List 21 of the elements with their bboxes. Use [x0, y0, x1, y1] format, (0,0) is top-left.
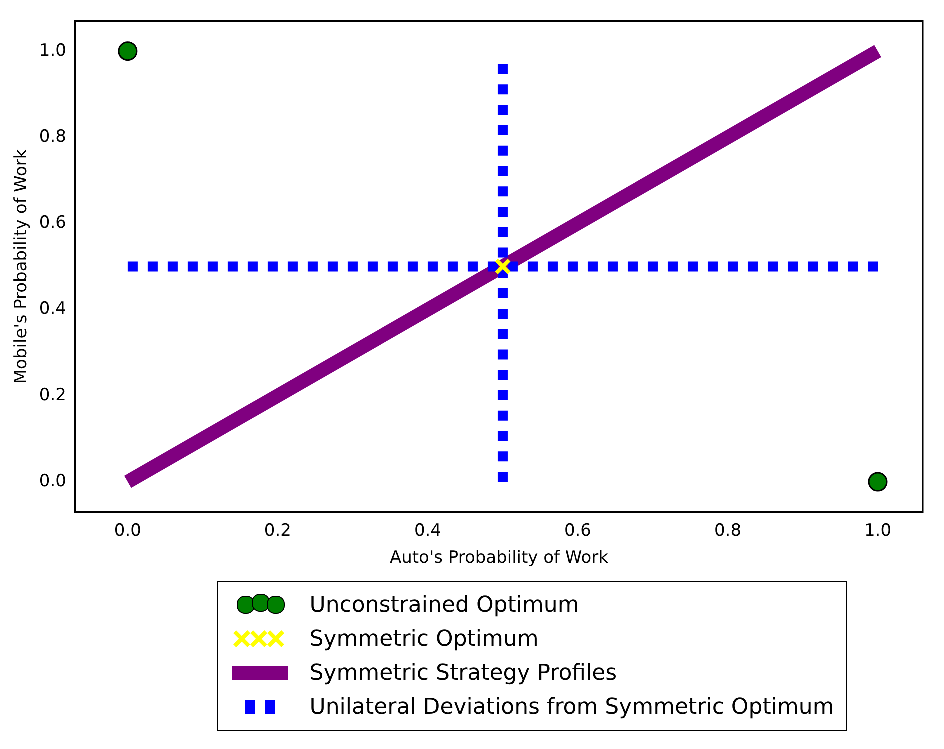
point: [868, 472, 888, 492]
legend-label: Unilateral Deviations from Symmetric Optimum: [310, 694, 834, 720]
y-tick-label: 1.0: [39, 40, 66, 61]
x-tick-label: 0.2: [264, 520, 292, 541]
y-tick-label: 0.8: [39, 126, 66, 147]
point: [118, 42, 138, 62]
x-tick-label: 0.0: [114, 520, 142, 541]
x-tick-label: 0.4: [414, 520, 442, 541]
y-tick-label: 0.4: [39, 299, 66, 320]
y-axis-title: Mobile's Probability of Work: [12, 149, 32, 384]
legend-label: Symmetric Optimum: [310, 626, 539, 652]
y-tick-label: 0.6: [39, 213, 66, 234]
y-tick-label: 0.2: [39, 385, 66, 406]
x-tick-label: 0.8: [714, 520, 742, 541]
x-tick-label: 1.0: [864, 520, 892, 541]
point: [494, 258, 512, 276]
x-tick-label: 0.6: [564, 520, 592, 541]
x-axis-title: Auto's Probability of Work: [390, 548, 609, 568]
legend-label: Unconstrained Optimum: [310, 592, 580, 618]
legend-label: Symmetric Strategy Profiles: [310, 660, 618, 686]
y-tick-label: 0.0: [39, 471, 66, 492]
